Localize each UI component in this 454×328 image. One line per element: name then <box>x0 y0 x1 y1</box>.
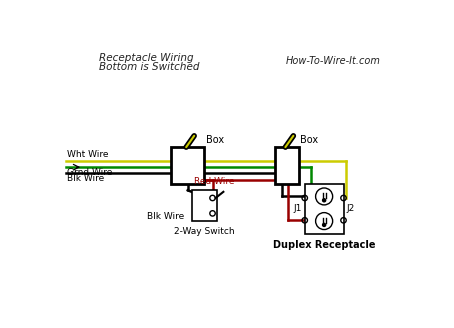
Text: Box: Box <box>300 135 318 145</box>
Text: Red Wire: Red Wire <box>194 177 234 186</box>
Text: Duplex Receptacle: Duplex Receptacle <box>273 240 375 250</box>
Bar <box>192 190 217 221</box>
Text: Bottom is Switched: Bottom is Switched <box>99 62 200 72</box>
Text: How-To-Wire-It.com: How-To-Wire-It.com <box>286 56 380 66</box>
Bar <box>172 147 204 184</box>
Circle shape <box>323 199 326 202</box>
Text: Grnd Wire: Grnd Wire <box>67 168 112 177</box>
Text: Receptacle Wiring: Receptacle Wiring <box>99 53 194 63</box>
Bar <box>275 147 299 184</box>
Text: J2: J2 <box>346 204 355 213</box>
Text: J1: J1 <box>293 204 301 213</box>
Circle shape <box>323 223 326 226</box>
Text: Wht Wire: Wht Wire <box>67 151 109 159</box>
Text: Blk Wire: Blk Wire <box>67 174 104 183</box>
Text: 2-Way Switch: 2-Way Switch <box>174 227 235 236</box>
Bar <box>305 184 344 234</box>
Text: Box: Box <box>206 135 224 145</box>
Text: Blk Wire: Blk Wire <box>148 212 185 221</box>
